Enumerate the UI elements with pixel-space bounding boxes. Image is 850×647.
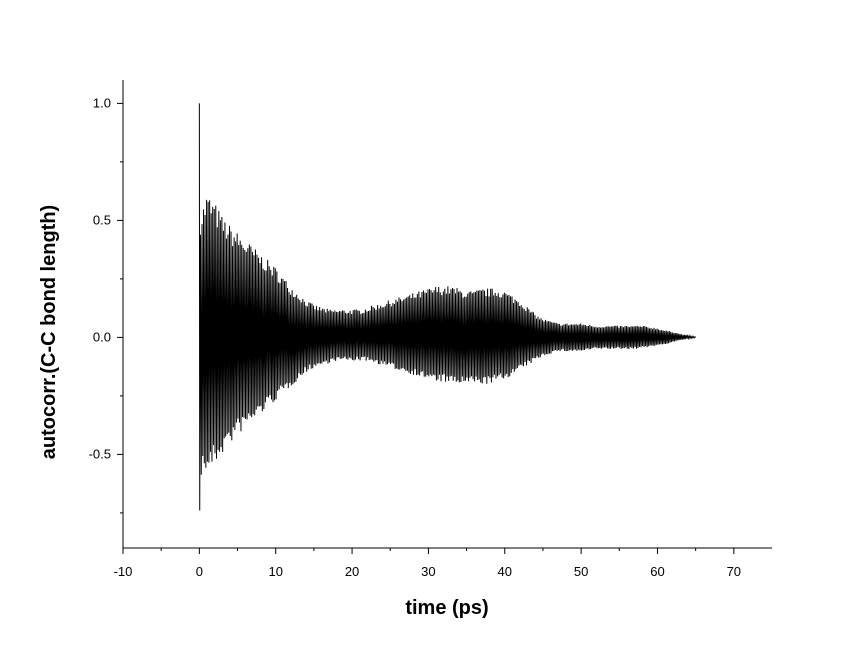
x-axis-title: time (ps) [405, 597, 488, 619]
x-tick-label: 30 [421, 564, 435, 579]
x-tick-label: 70 [727, 564, 741, 579]
series-line [198, 103, 697, 511]
y-tick-label: 0.0 [93, 329, 111, 344]
x-tick-label: -10 [114, 564, 133, 579]
y-tick-label: 0.5 [93, 212, 111, 227]
series-oscillation [198, 103, 697, 511]
x-tick-label: 0 [196, 564, 203, 579]
plot-area: -10 0 10 20 30 40 50 60 70 -0.5 0.0 0.5 1.0 [89, 80, 772, 579]
y-tick-label: 1.0 [93, 95, 111, 110]
x-tick-label: 60 [650, 564, 664, 579]
y-tick-label: -0.5 [89, 446, 111, 461]
x-tick-label: 10 [268, 564, 282, 579]
x-axis-ticks: -10 0 10 20 30 40 50 60 70 [114, 548, 741, 579]
y-axis-title: autocorr.(C-C bond length) [38, 205, 60, 459]
y-axis-ticks: -0.5 0.0 0.5 1.0 [89, 95, 123, 514]
x-tick-label: 50 [574, 564, 588, 579]
x-tick-label: 40 [498, 564, 512, 579]
x-tick-label: 20 [345, 564, 359, 579]
